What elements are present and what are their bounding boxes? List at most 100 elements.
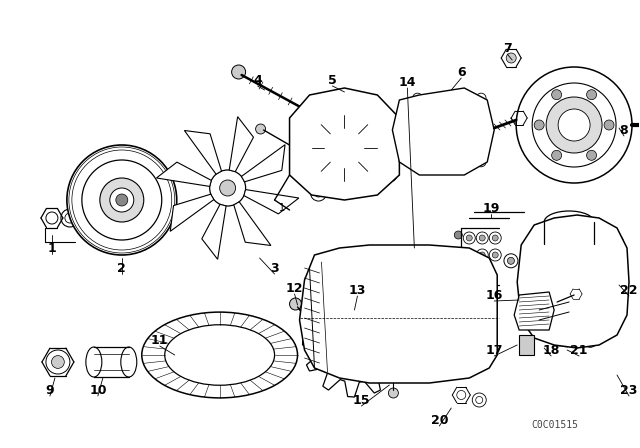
Circle shape bbox=[476, 266, 488, 278]
Text: 8: 8 bbox=[620, 124, 628, 137]
Text: 5: 5 bbox=[328, 73, 337, 86]
Text: 18: 18 bbox=[543, 344, 560, 357]
Text: 3: 3 bbox=[270, 262, 279, 275]
Circle shape bbox=[516, 67, 632, 183]
Polygon shape bbox=[229, 116, 253, 172]
Circle shape bbox=[51, 356, 64, 368]
Text: 4: 4 bbox=[253, 73, 262, 86]
Circle shape bbox=[476, 157, 486, 167]
Circle shape bbox=[289, 298, 301, 310]
Circle shape bbox=[255, 124, 266, 134]
Text: 22: 22 bbox=[620, 284, 638, 297]
Circle shape bbox=[587, 90, 596, 100]
Text: 10: 10 bbox=[89, 383, 107, 396]
Text: 12: 12 bbox=[286, 281, 303, 294]
Circle shape bbox=[428, 108, 471, 152]
Text: 13: 13 bbox=[349, 284, 366, 297]
Ellipse shape bbox=[121, 347, 137, 377]
Circle shape bbox=[587, 337, 594, 344]
Circle shape bbox=[506, 53, 516, 63]
Circle shape bbox=[314, 189, 323, 197]
Text: 9: 9 bbox=[45, 383, 54, 396]
Text: 11: 11 bbox=[151, 333, 168, 346]
Circle shape bbox=[479, 235, 485, 241]
Text: 21: 21 bbox=[570, 344, 588, 357]
Circle shape bbox=[463, 232, 476, 244]
Circle shape bbox=[46, 212, 58, 224]
Circle shape bbox=[326, 130, 362, 166]
Polygon shape bbox=[184, 130, 221, 174]
Circle shape bbox=[583, 333, 597, 347]
Circle shape bbox=[492, 252, 498, 258]
Circle shape bbox=[479, 252, 485, 258]
Circle shape bbox=[552, 90, 562, 100]
Circle shape bbox=[67, 145, 177, 255]
Circle shape bbox=[291, 114, 307, 130]
Circle shape bbox=[570, 288, 582, 300]
Circle shape bbox=[317, 120, 372, 176]
Text: 2: 2 bbox=[117, 262, 126, 275]
Circle shape bbox=[558, 109, 590, 141]
Text: 7: 7 bbox=[503, 42, 511, 55]
Circle shape bbox=[110, 188, 134, 212]
Text: 19: 19 bbox=[483, 202, 500, 215]
Circle shape bbox=[323, 313, 387, 377]
Text: 17: 17 bbox=[486, 344, 503, 357]
Circle shape bbox=[367, 99, 374, 107]
Circle shape bbox=[504, 254, 518, 268]
Circle shape bbox=[413, 93, 422, 103]
Circle shape bbox=[463, 266, 476, 278]
Circle shape bbox=[544, 257, 594, 307]
Circle shape bbox=[413, 157, 422, 167]
Circle shape bbox=[345, 336, 364, 354]
Circle shape bbox=[82, 160, 162, 240]
Circle shape bbox=[232, 65, 246, 79]
Polygon shape bbox=[156, 162, 211, 186]
Circle shape bbox=[220, 180, 236, 196]
Polygon shape bbox=[392, 88, 494, 175]
Circle shape bbox=[463, 249, 476, 261]
Circle shape bbox=[492, 235, 498, 241]
Polygon shape bbox=[289, 88, 399, 200]
Ellipse shape bbox=[544, 211, 594, 233]
Polygon shape bbox=[383, 348, 406, 372]
Circle shape bbox=[467, 252, 472, 258]
Circle shape bbox=[454, 274, 462, 282]
Circle shape bbox=[310, 185, 326, 201]
Polygon shape bbox=[234, 202, 271, 246]
Circle shape bbox=[587, 151, 596, 160]
Circle shape bbox=[100, 178, 144, 222]
Circle shape bbox=[116, 194, 128, 206]
Ellipse shape bbox=[86, 347, 102, 377]
Circle shape bbox=[381, 166, 397, 182]
Polygon shape bbox=[519, 335, 534, 355]
Text: 20: 20 bbox=[431, 414, 448, 426]
Circle shape bbox=[476, 249, 488, 261]
Text: 14: 14 bbox=[399, 76, 416, 89]
Circle shape bbox=[336, 327, 372, 363]
Circle shape bbox=[534, 120, 544, 130]
Circle shape bbox=[552, 151, 562, 160]
Polygon shape bbox=[300, 245, 497, 383]
Text: 23: 23 bbox=[620, 383, 637, 396]
Polygon shape bbox=[244, 190, 299, 214]
Circle shape bbox=[476, 93, 486, 103]
Text: C0C01515: C0C01515 bbox=[532, 420, 579, 430]
Circle shape bbox=[604, 120, 614, 130]
Circle shape bbox=[613, 239, 620, 246]
Circle shape bbox=[476, 232, 488, 244]
Polygon shape bbox=[202, 204, 226, 259]
Polygon shape bbox=[170, 194, 214, 231]
Circle shape bbox=[508, 257, 515, 264]
Circle shape bbox=[362, 95, 378, 111]
Text: 16: 16 bbox=[486, 289, 503, 302]
Circle shape bbox=[385, 170, 394, 178]
Polygon shape bbox=[241, 145, 285, 182]
Circle shape bbox=[467, 269, 472, 275]
Text: 1: 1 bbox=[47, 241, 56, 254]
Polygon shape bbox=[517, 215, 629, 348]
Circle shape bbox=[457, 391, 466, 400]
Circle shape bbox=[210, 170, 246, 206]
Circle shape bbox=[296, 118, 303, 126]
Circle shape bbox=[609, 235, 623, 249]
